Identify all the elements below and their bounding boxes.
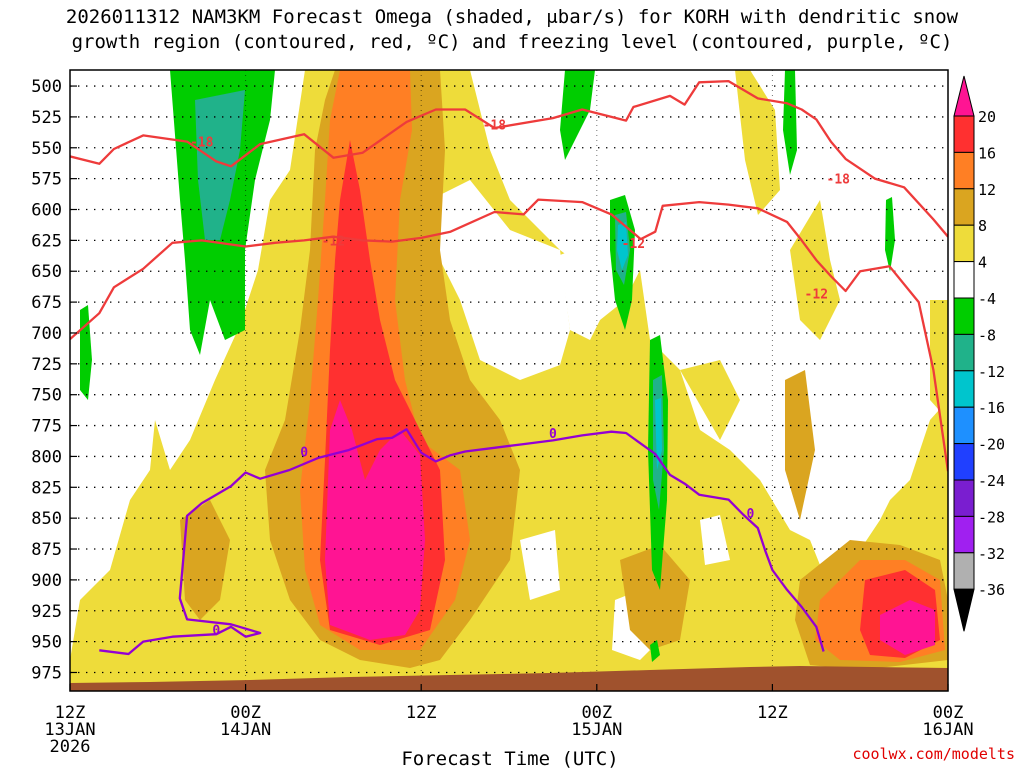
colorbar-label: 8	[978, 217, 987, 235]
y-tick-label: 800	[31, 447, 62, 467]
colorbar-swatch	[953, 479, 975, 517]
y-tick-label: 750	[31, 386, 62, 406]
y-tick-label: 925	[31, 602, 62, 622]
x-tick-label: 2026	[50, 737, 91, 757]
plot-frame	[69, 69, 949, 692]
y-tick-label: 500	[31, 77, 62, 97]
colorbar-bottom-arrow	[953, 588, 975, 632]
x-tick-label: 14JAN	[220, 720, 271, 740]
x-tick-label: 12Z	[406, 703, 437, 723]
colorbar-swatch	[953, 224, 975, 263]
chart-title-line2: growth region (contoured, red, ºC) and f…	[72, 31, 953, 53]
contour-lines: -18 -18 -18 -12 -12 -12 0 0 0 0	[70, 79, 948, 656]
colorbar-label: -16	[978, 399, 1005, 417]
colorbar-label: -32	[978, 545, 1005, 563]
colorbar: 20 16 12 8 4 -4 -8 -12 -16 -20 -24 -28 -32 -36	[953, 75, 1005, 632]
x-tick-label: 15JAN	[571, 720, 622, 740]
y-tick-label: 550	[31, 139, 62, 159]
contour-label: 0	[300, 445, 308, 460]
colorbar-swatch	[953, 297, 975, 335]
x-tick-label: 00Z	[230, 703, 261, 723]
chart-title-line1: 2026011312 NAM3KM Forecast Omega (shaded…	[66, 6, 959, 28]
y-tick-label: 875	[31, 540, 62, 560]
contour-line	[99, 428, 825, 656]
contour-line	[70, 79, 948, 238]
y-tick-label: 650	[31, 262, 62, 282]
colorbar-label: -4	[978, 290, 996, 308]
y-tick-label: 675	[31, 293, 62, 313]
y-axis: 500 525 550 575 600 625 650 675 700 725 750 775 800 8…	[31, 77, 77, 683]
y-tick-label: 825	[31, 478, 62, 498]
x-tick-label: 00Z	[933, 703, 964, 723]
colorbar-label: -36	[978, 581, 1005, 599]
x-tick-label: 12Z	[55, 703, 86, 723]
omega-shade-neg12-neg16	[617, 222, 662, 470]
colorbar-swatch	[953, 261, 975, 299]
colorbar-label: 4	[978, 254, 987, 272]
colorbar-swatch	[953, 188, 975, 226]
colorbar-label: -8	[978, 326, 996, 344]
y-tick-label: 725	[31, 355, 62, 375]
colorbar-label: 12	[978, 181, 996, 199]
colorbar-label: -12	[978, 363, 1005, 381]
colorbar-label: -28	[978, 508, 1005, 526]
x-tick-label: 00Z	[581, 703, 612, 723]
plot-area: -18 -18 -18 -12 -12 -12 0 0 0 0	[70, 70, 948, 691]
colorbar-swatch	[953, 552, 975, 590]
colorbar-swatch	[953, 443, 975, 481]
colorbar-top-arrow	[953, 75, 975, 117]
x-tick-label: 12Z	[757, 703, 788, 723]
contour-line	[70, 198, 948, 472]
contour-label: -12	[322, 234, 345, 249]
x-tick-label: 13JAN	[44, 720, 95, 740]
contour-label: 0	[212, 623, 220, 638]
y-tick-label: 975	[31, 663, 62, 683]
y-tick-label: 900	[31, 571, 62, 591]
y-tick-label: 525	[31, 108, 62, 128]
colorbar-label: 20	[978, 108, 996, 126]
contour-label: -12	[622, 237, 645, 252]
y-tick-label: 950	[31, 633, 62, 653]
contour-label: -18	[827, 173, 851, 188]
contour-label: 0	[747, 507, 755, 522]
y-tick-label: 700	[31, 324, 62, 344]
contour-label: -18	[190, 136, 214, 151]
contour-label: -18	[483, 118, 507, 133]
colorbar-label: 16	[978, 144, 996, 162]
site-credit[interactable]: coolwx.com/modelts	[852, 745, 1015, 763]
y-tick-label: 775	[31, 417, 62, 437]
colorbar-swatch	[953, 151, 975, 190]
colorbar-swatch	[953, 333, 975, 372]
ground-terrain	[70, 666, 948, 691]
contour-label: -12	[805, 287, 828, 302]
omega-shade-near-zero	[70, 180, 930, 660]
y-tick-label: 575	[31, 170, 62, 190]
y-tick-label: 850	[31, 509, 62, 529]
colorbar-swatch	[953, 115, 975, 153]
x-axis-label: Forecast Time (UTC)	[401, 748, 618, 768]
x-tick-label: 16JAN	[922, 720, 973, 740]
colorbar-swatch	[953, 406, 975, 445]
y-tick-label: 625	[31, 231, 62, 251]
colorbar-swatch	[953, 515, 975, 554]
contour-label: 0	[549, 427, 557, 442]
colorbar-label: -24	[978, 472, 1005, 490]
time-gridlines	[245, 70, 773, 691]
colorbar-swatch	[953, 370, 975, 408]
y-tick-label: 600	[31, 201, 62, 221]
colorbar-label: -20	[978, 436, 1005, 454]
